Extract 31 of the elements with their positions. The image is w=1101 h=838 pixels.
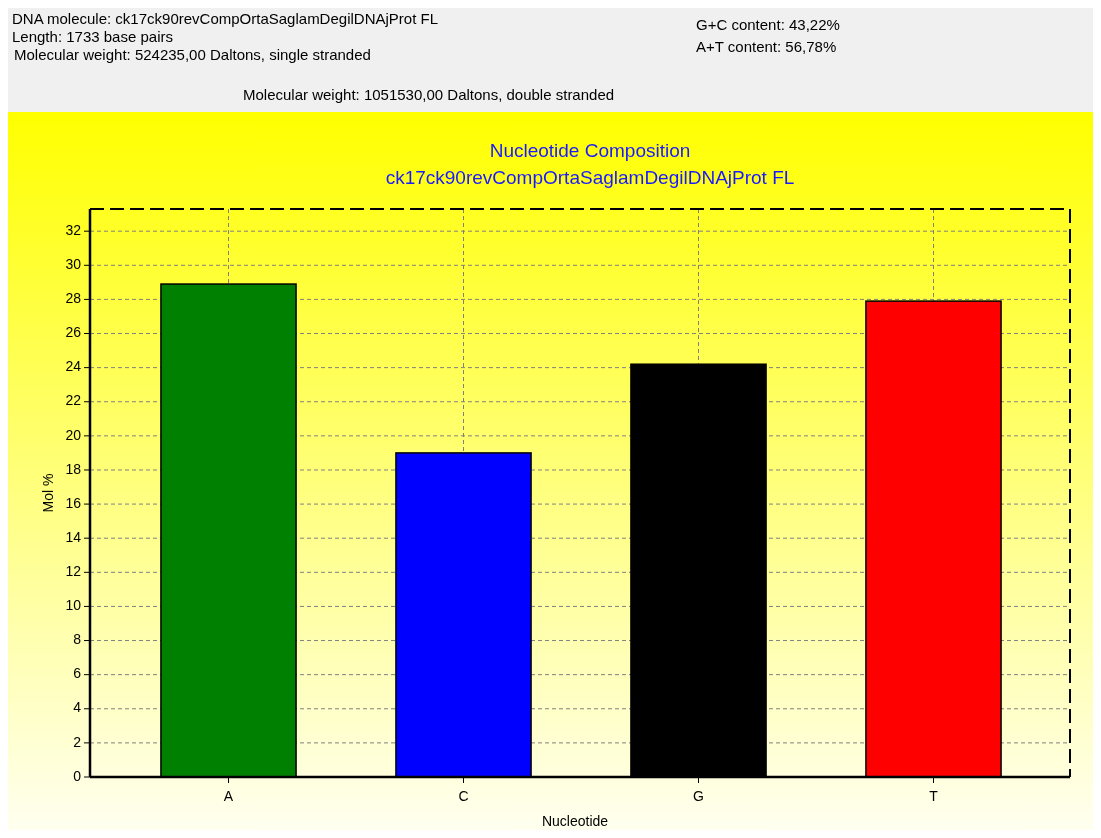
y-tick-label: 18 bbox=[65, 460, 82, 477]
y-tick-label: 20 bbox=[65, 426, 82, 443]
text: G+C content: 43,22% bbox=[696, 15, 840, 33]
text: DNA molecule: ck17ck90revCompOrtaSaglamDegilDNAjProt FL bbox=[12, 9, 438, 27]
y-tick-label: 12 bbox=[65, 563, 82, 580]
x-tick-label: C bbox=[458, 788, 469, 804]
x-tick-label: T bbox=[929, 788, 939, 804]
x-axis-title: Nucleotide bbox=[541, 813, 609, 829]
chart-title: Nucleotide Composition bbox=[489, 140, 691, 161]
y-tick-label: 4 bbox=[73, 699, 82, 716]
text: A+T content: 56,78% bbox=[696, 37, 837, 55]
text: Molecular weight: 524235,00 Daltons, single stranded bbox=[14, 45, 371, 63]
y-tick-label: 2 bbox=[73, 733, 82, 750]
y-tick-label: 26 bbox=[65, 324, 82, 341]
text: Length: 1733 base pairs bbox=[12, 27, 173, 45]
y-axis-title: Mol % bbox=[40, 473, 56, 513]
text: Molecular weight: 1051530,00 Daltons, double stranded bbox=[243, 85, 615, 103]
y-tick-label: 22 bbox=[65, 392, 82, 409]
y-tick-label: 14 bbox=[65, 528, 82, 545]
y-tick-label: 8 bbox=[73, 631, 82, 648]
y-tick-label: 30 bbox=[65, 255, 82, 272]
y-tick-label: 6 bbox=[73, 665, 82, 682]
y-tick-label: 0 bbox=[73, 767, 82, 784]
y-tick-label: 16 bbox=[65, 494, 82, 511]
x-tick-label: A bbox=[223, 788, 234, 804]
y-tick-label: 32 bbox=[65, 221, 82, 238]
y-tick-label: 10 bbox=[65, 597, 82, 614]
chart-subtitle: ck17ck90revCompOrtaSaglamDegilDNAjProt FL bbox=[385, 167, 795, 188]
x-tick-label: G bbox=[693, 788, 704, 804]
y-tick-label: 28 bbox=[65, 290, 82, 307]
y-tick-label: 24 bbox=[65, 358, 82, 375]
